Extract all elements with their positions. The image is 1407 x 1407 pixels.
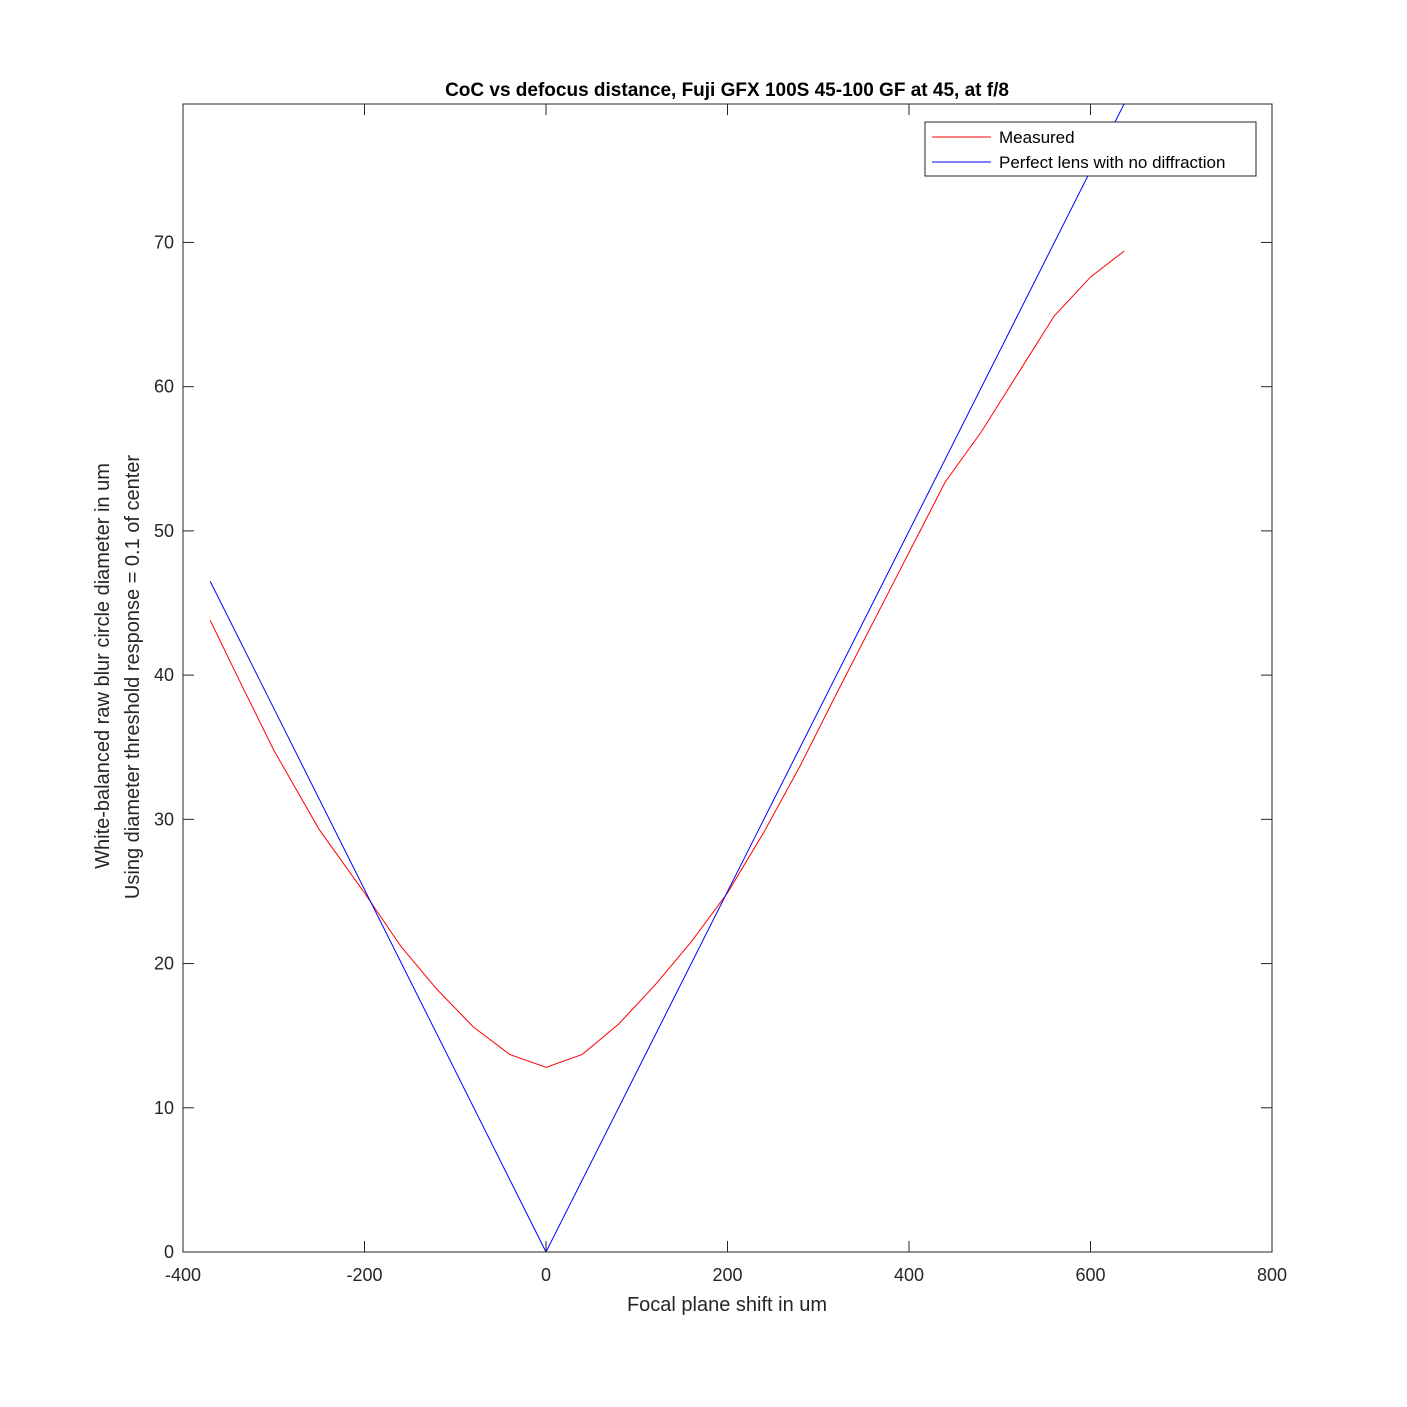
plot-area bbox=[183, 104, 1272, 1252]
y-tick-label: 0 bbox=[164, 1242, 174, 1262]
y-axis-label-line-2: Using diameter threshold response = 0.1 … bbox=[122, 455, 144, 899]
y-tick-label: 60 bbox=[154, 377, 174, 397]
series-layer bbox=[209, 104, 1125, 1252]
x-tick-label: 200 bbox=[712, 1265, 742, 1285]
x-axis-label: Focal plane shift in um bbox=[627, 1294, 827, 1316]
y-axis-ticks: 0 10 20 30 40 50 60 70 bbox=[154, 232, 1272, 1262]
y-tick-label: 30 bbox=[154, 809, 174, 829]
legend-label-measured: Measured bbox=[999, 128, 1075, 147]
x-tick-label: -400 bbox=[165, 1265, 201, 1285]
x-tick-label: 600 bbox=[1075, 1265, 1105, 1285]
y-tick-label: 50 bbox=[154, 521, 174, 541]
series-line-perfect-lens-with-no-diffraction bbox=[209, 104, 1125, 1252]
x-tick-label: -200 bbox=[346, 1265, 382, 1285]
legend-label-perfect-lens: Perfect lens with no diffraction bbox=[999, 153, 1225, 172]
x-tick-label: 0 bbox=[541, 1265, 551, 1285]
legend-box bbox=[924, 121, 1257, 177]
y-axis-label-line-1: White-balanced raw blur circle diameter … bbox=[92, 463, 114, 869]
y-tick-label: 40 bbox=[154, 665, 174, 685]
x-tick-label: 400 bbox=[894, 1265, 924, 1285]
x-tick-label: 800 bbox=[1257, 1265, 1287, 1285]
y-tick-label: 70 bbox=[154, 232, 174, 252]
chart-title: CoC vs defocus distance, Fuji GFX 100S 4… bbox=[445, 80, 1009, 101]
y-tick-label: 20 bbox=[154, 954, 174, 974]
y-tick-label: 10 bbox=[154, 1098, 174, 1118]
x-axis-ticks: -400 -200 0 200 400 600 800 bbox=[165, 104, 1287, 1285]
legend: Measured Perfect lens with no diffractio… bbox=[924, 121, 1257, 177]
